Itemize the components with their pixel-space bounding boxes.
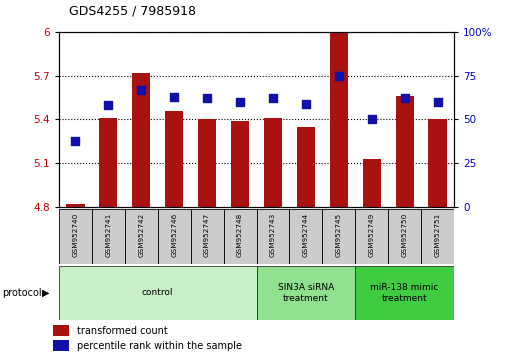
Bar [264, 118, 282, 207]
Point [433, 99, 442, 105]
Bar [191, 209, 224, 264]
Bar [53, 340, 69, 352]
Text: percentile rank within the sample: percentile rank within the sample [77, 341, 242, 351]
Bar [125, 209, 158, 264]
Point [203, 96, 211, 101]
Text: GSM952749: GSM952749 [369, 213, 374, 257]
Text: GSM952743: GSM952743 [270, 213, 276, 257]
Point [170, 94, 179, 99]
Bar [92, 209, 125, 264]
Text: GSM952748: GSM952748 [237, 213, 243, 257]
Point [71, 138, 80, 143]
Bar [330, 33, 348, 207]
Text: control: control [142, 289, 173, 297]
Bar [231, 121, 249, 207]
Bar [165, 111, 183, 207]
Bar [421, 209, 454, 264]
Text: GSM952744: GSM952744 [303, 213, 309, 257]
Point [104, 103, 112, 108]
Point [368, 116, 376, 122]
Text: GSM952741: GSM952741 [105, 213, 111, 257]
Text: transformed count: transformed count [77, 326, 168, 336]
Text: GSM952740: GSM952740 [72, 213, 78, 257]
Bar [224, 209, 256, 264]
Bar [355, 266, 454, 320]
Bar [363, 159, 381, 207]
Text: GSM952746: GSM952746 [171, 213, 177, 257]
Bar [355, 209, 388, 264]
Bar [53, 325, 69, 336]
Bar [59, 266, 256, 320]
Bar [256, 209, 289, 264]
Point [269, 96, 277, 101]
Bar [289, 209, 322, 264]
Bar [297, 127, 315, 207]
Bar [388, 209, 421, 264]
Point [334, 73, 343, 79]
Bar [158, 209, 191, 264]
Text: GSM952750: GSM952750 [402, 213, 408, 257]
Text: protocol: protocol [3, 288, 42, 298]
Text: ▶: ▶ [42, 288, 50, 298]
Text: GSM952742: GSM952742 [139, 213, 144, 257]
Text: miR-138 mimic
treatment: miR-138 mimic treatment [370, 283, 439, 303]
Point [401, 96, 409, 101]
Bar [66, 204, 85, 207]
Text: SIN3A siRNA
treatment: SIN3A siRNA treatment [278, 283, 334, 303]
Text: GDS4255 / 7985918: GDS4255 / 7985918 [69, 5, 196, 18]
Bar [428, 119, 447, 207]
Bar [256, 266, 355, 320]
Bar [100, 118, 117, 207]
Bar [396, 96, 413, 207]
Point [236, 99, 244, 105]
Text: GSM952751: GSM952751 [435, 213, 441, 257]
Bar [198, 119, 216, 207]
Bar [322, 209, 355, 264]
Point [302, 101, 310, 107]
Bar [132, 73, 150, 207]
Bar [59, 209, 92, 264]
Text: GSM952747: GSM952747 [204, 213, 210, 257]
Text: GSM952745: GSM952745 [336, 213, 342, 257]
Point [137, 87, 145, 92]
